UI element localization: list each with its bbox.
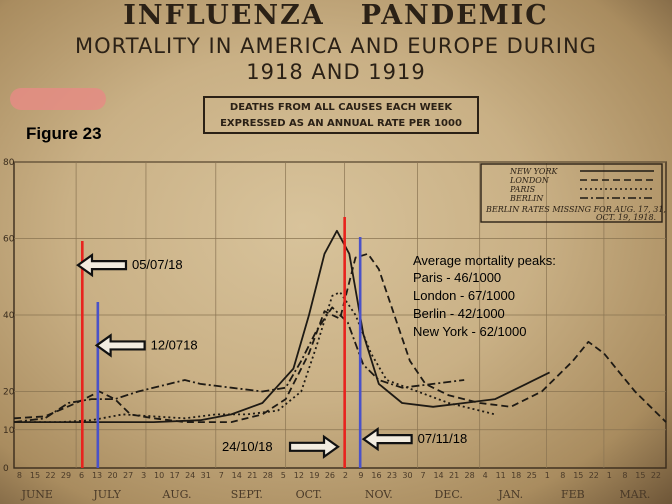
x-tick-label: 21 bbox=[247, 471, 257, 480]
redaction-mark bbox=[10, 88, 106, 110]
legend-entry-label: PARIS bbox=[509, 185, 536, 194]
x-tick-label: 8 bbox=[17, 471, 22, 480]
x-tick-label: 25 bbox=[527, 471, 537, 480]
x-tick-label: 26 bbox=[325, 471, 335, 480]
x-tick-label: 8 bbox=[560, 471, 565, 480]
legend-entry-label: BERLIN bbox=[509, 194, 544, 203]
y-tick-label: 10 bbox=[3, 426, 15, 436]
x-tick-label: 15 bbox=[573, 471, 583, 480]
x-tick-label: 31 bbox=[201, 471, 211, 480]
chart-subtitle: MORTALITY IN AMERICA AND EUROPE DURING bbox=[75, 34, 597, 58]
month-label: JUNE bbox=[21, 488, 53, 501]
series-line bbox=[13, 306, 465, 423]
legend-note: BERLIN RATES MISSING FOR AUG. 17, 31, bbox=[485, 205, 666, 214]
chart-years: 1918 AND 1919 bbox=[246, 60, 426, 84]
legend-note: OCT. 19, 1918. bbox=[596, 213, 656, 222]
month-label: OCT. bbox=[296, 488, 323, 501]
annotation-arrow bbox=[288, 434, 340, 459]
x-tick-label: 8 bbox=[622, 471, 627, 480]
x-tick-label: 22 bbox=[589, 471, 599, 480]
x-tick-label: 28 bbox=[465, 471, 475, 480]
x-tick-label: 1 bbox=[545, 471, 550, 480]
legend-entry-label: NEW YORK bbox=[509, 167, 558, 176]
title-word-1: INFLUENZA bbox=[123, 0, 325, 31]
x-tick-label: 5 bbox=[281, 471, 286, 480]
month-label: DEC. bbox=[434, 488, 462, 501]
x-tick-label: 21 bbox=[449, 471, 459, 480]
annotation-arrow bbox=[76, 252, 128, 278]
month-label: SEPT. bbox=[231, 488, 263, 501]
peaks-heading: Average mortality peaks: bbox=[413, 253, 556, 268]
y-tick-label: 40 bbox=[3, 311, 15, 321]
x-tick-label: 20 bbox=[107, 471, 117, 480]
x-tick-label: 11 bbox=[496, 471, 506, 480]
legend-box bbox=[480, 163, 663, 223]
x-tick-label: 22 bbox=[651, 471, 661, 480]
x-tick-label: 12 bbox=[294, 471, 304, 480]
x-tick-label: 7 bbox=[219, 471, 224, 480]
x-tick-label: 15 bbox=[30, 471, 40, 480]
x-tick-label: 17 bbox=[170, 471, 180, 480]
peaks-line: New York - 62/1000 bbox=[413, 324, 526, 339]
unit-line-1: DEATHS FROM ALL CAUSES EACH WEEK bbox=[229, 102, 453, 113]
month-label: JAN. bbox=[497, 488, 523, 501]
figure-label: Figure 23 bbox=[26, 124, 102, 143]
month-label: NOV. bbox=[365, 488, 393, 501]
x-tick-label: 16 bbox=[371, 471, 381, 480]
x-tick-label: 15 bbox=[635, 471, 645, 480]
y-tick-label: 20 bbox=[3, 388, 15, 398]
month-label: AUG. bbox=[161, 488, 191, 501]
peaks-line: Berlin - 42/1000 bbox=[413, 306, 505, 321]
x-tick-label: 24 bbox=[185, 471, 195, 480]
month-label: MAR. bbox=[619, 488, 650, 501]
y-tick-label: 60 bbox=[3, 235, 15, 245]
y-tick-label: 80 bbox=[3, 158, 15, 168]
unit-box: DEATHS FROM ALL CAUSES EACH WEEK EXPRESS… bbox=[203, 96, 479, 134]
annotation-arrow bbox=[361, 427, 413, 452]
x-tick-label: 9 bbox=[358, 471, 363, 480]
x-tick-label: 18 bbox=[511, 471, 521, 480]
x-tick-label: 14 bbox=[433, 471, 443, 480]
x-tick-label: 4 bbox=[483, 471, 488, 480]
month-label: JULY bbox=[92, 488, 121, 501]
x-tick-label: 27 bbox=[123, 471, 133, 480]
x-tick-label: 6 bbox=[79, 471, 84, 480]
chart-title: INFLUENZA PANDEMIC bbox=[0, 0, 672, 31]
annotation-label: 24/10/18 bbox=[222, 439, 273, 454]
annotation-arrow bbox=[94, 333, 146, 358]
x-tick-label: 14 bbox=[232, 471, 242, 480]
x-tick-label: 22 bbox=[45, 471, 55, 480]
series-line bbox=[13, 252, 667, 423]
month-label: FEB bbox=[561, 488, 585, 501]
x-tick-label: 1 bbox=[607, 471, 612, 480]
x-tick-label: 29 bbox=[61, 471, 71, 480]
x-tick-label: 3 bbox=[141, 471, 146, 480]
annotation-label: 12/0718 bbox=[151, 337, 198, 352]
x-tick-label: 10 bbox=[154, 471, 164, 480]
legend-entry-label: LONDON bbox=[509, 176, 550, 185]
series-line bbox=[14, 291, 496, 423]
x-tick-label: 2 bbox=[343, 471, 348, 480]
title-word-2: PANDEMIC bbox=[360, 0, 549, 31]
annotation-label: 07/11/18 bbox=[418, 431, 468, 446]
x-tick-label: 19 bbox=[309, 471, 319, 480]
unit-line-2: EXPRESSED AS AN ANNUAL RATE PER 1000 bbox=[220, 118, 462, 129]
y-tick-label: 0 bbox=[3, 464, 9, 474]
annotation-label: 05/07/18 bbox=[132, 257, 183, 272]
series-line bbox=[14, 229, 550, 423]
x-tick-label: 7 bbox=[421, 471, 426, 480]
peaks-line: Paris - 46/1000 bbox=[413, 270, 501, 285]
x-tick-label: 30 bbox=[402, 471, 412, 480]
peaks-line: London - 67/1000 bbox=[413, 288, 515, 303]
x-tick-label: 23 bbox=[387, 471, 397, 480]
x-tick-label: 13 bbox=[92, 471, 102, 480]
x-tick-label: 28 bbox=[263, 471, 273, 480]
